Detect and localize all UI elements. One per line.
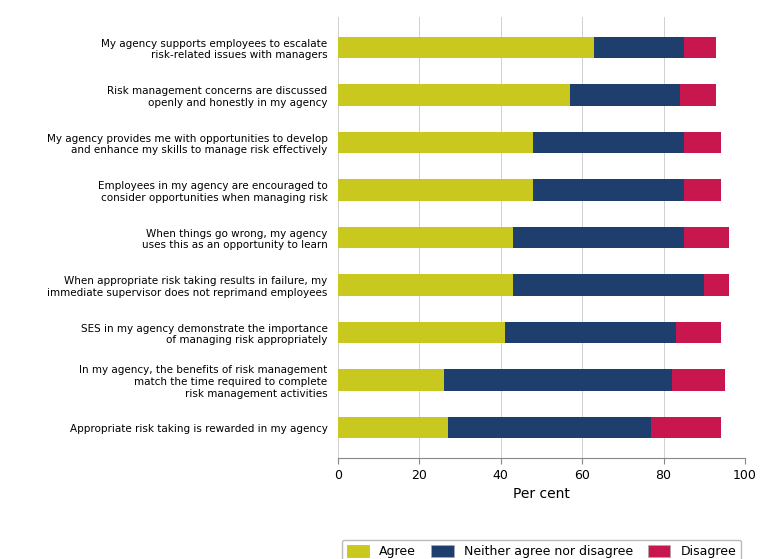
Bar: [651, 417, 720, 438]
Bar: [513, 274, 704, 296]
Bar: [505, 322, 676, 343]
Bar: [704, 274, 729, 296]
Bar: [684, 227, 729, 248]
Bar: [338, 369, 444, 391]
Bar: [338, 227, 513, 248]
Bar: [444, 369, 672, 391]
Bar: [684, 179, 720, 201]
Bar: [684, 37, 717, 58]
Bar: [338, 417, 448, 438]
Bar: [338, 322, 505, 343]
Bar: [672, 369, 725, 391]
Bar: [594, 37, 684, 58]
Bar: [533, 179, 684, 201]
Bar: [533, 132, 684, 153]
Bar: [676, 322, 720, 343]
Bar: [338, 37, 594, 58]
Bar: [513, 227, 684, 248]
Bar: [684, 132, 720, 153]
Bar: [338, 274, 513, 296]
Bar: [338, 84, 570, 106]
Bar: [338, 179, 533, 201]
Bar: [338, 132, 533, 153]
Legend: Agree, Neither agree nor disagree, Disagree: Agree, Neither agree nor disagree, Disag…: [342, 539, 741, 559]
Bar: [680, 84, 717, 106]
Bar: [570, 84, 680, 106]
X-axis label: Per cent: Per cent: [513, 487, 570, 501]
Bar: [448, 417, 651, 438]
